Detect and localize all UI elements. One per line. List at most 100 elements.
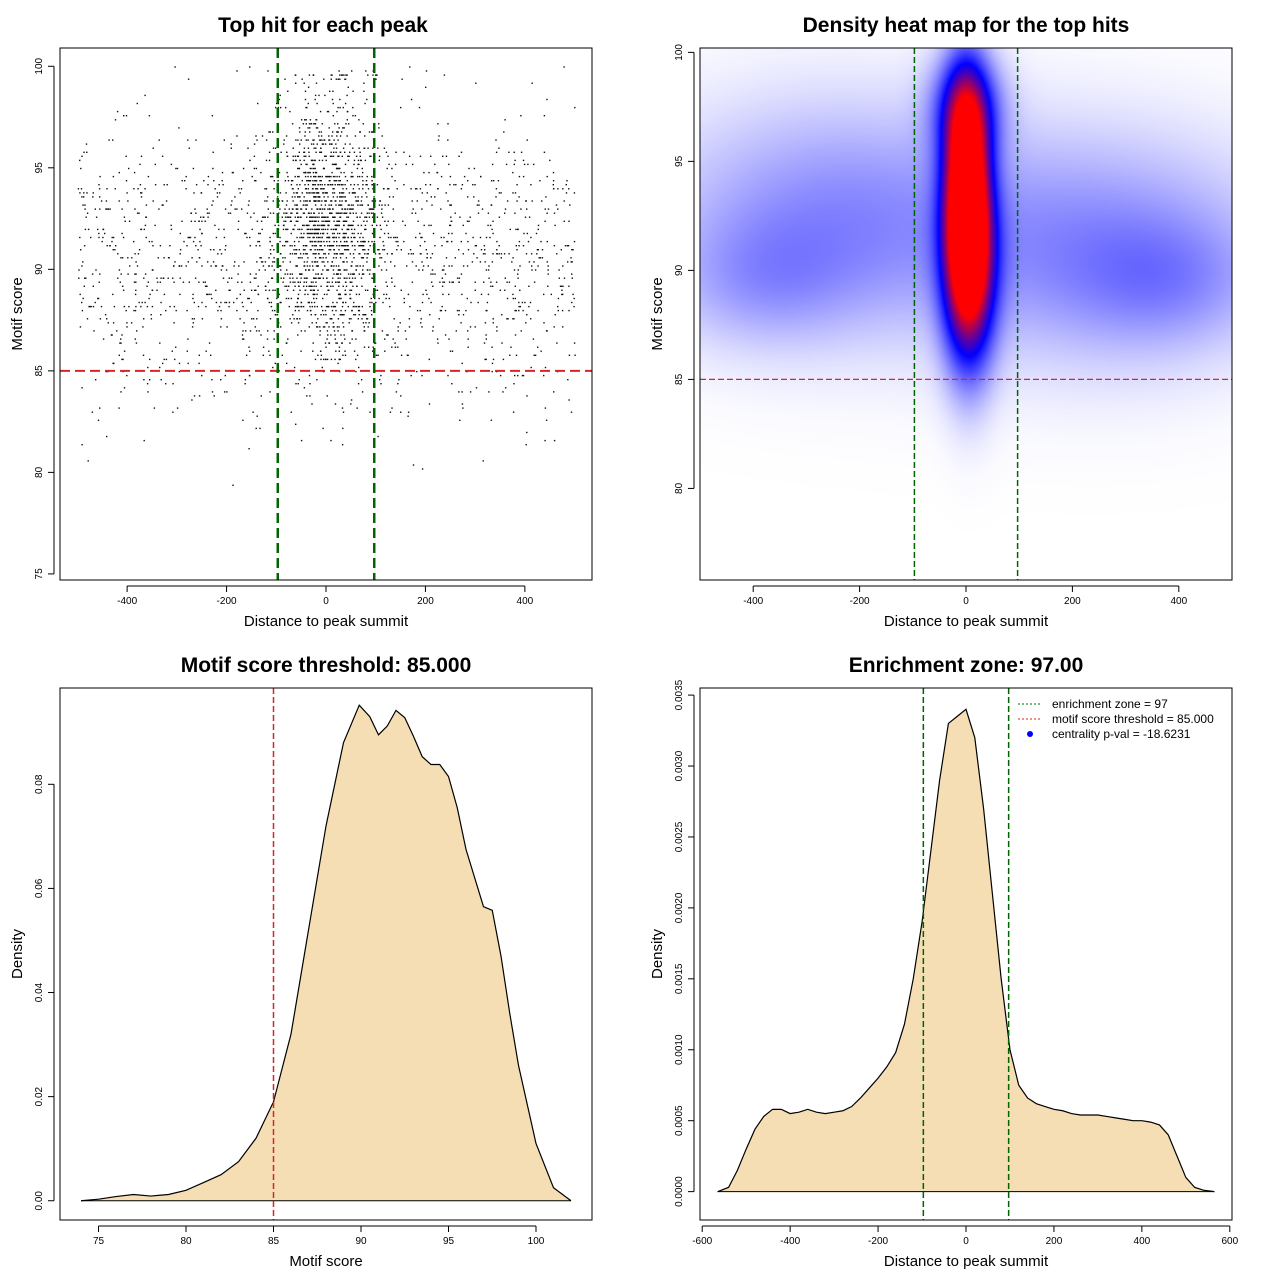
scatter-point <box>272 261 274 263</box>
scatter-point <box>344 220 347 222</box>
heatmap-x-tick-label: 0 <box>963 596 969 607</box>
scatter-point <box>342 245 345 247</box>
scatter-point <box>328 249 330 251</box>
scatter-point <box>256 261 258 263</box>
scatter-point <box>324 216 326 218</box>
scatter-point <box>105 208 108 210</box>
scatter-point <box>333 305 336 308</box>
scatter-point <box>358 163 360 166</box>
scatter-point <box>144 94 146 97</box>
scatter-point <box>354 249 356 251</box>
scatter-point <box>149 379 151 381</box>
scatter-point <box>513 383 515 385</box>
scatter-point <box>340 245 343 247</box>
distance-density-xlabel: Distance to peak summit <box>884 1253 1049 1270</box>
scatter-point <box>270 253 272 255</box>
scatter-point <box>554 314 556 316</box>
scatter-point <box>111 334 113 336</box>
scatter-point <box>313 167 315 170</box>
scatter-point <box>170 228 173 231</box>
scatter-point <box>236 309 238 312</box>
scatter-point <box>483 281 485 283</box>
scatter-title: Top hit for each peak <box>218 14 428 37</box>
scatter-point <box>239 192 241 194</box>
scatter-point <box>342 301 344 304</box>
scatter-point <box>438 135 440 137</box>
scatter-point <box>340 297 342 300</box>
scatter-point <box>347 216 350 218</box>
scatter-point <box>381 135 383 137</box>
scatter-point <box>165 309 167 312</box>
scatter-point <box>311 220 314 222</box>
scatter-point <box>346 180 348 182</box>
scatter-point <box>517 228 519 231</box>
scatter-point <box>333 253 336 255</box>
scatter-point <box>407 253 410 255</box>
heatmap-x-tick-label: -200 <box>850 596 870 607</box>
scatter-point <box>260 171 262 174</box>
scatter-point <box>460 273 463 275</box>
scatter-point <box>557 188 559 190</box>
scatter-point <box>363 314 365 316</box>
scatter-point <box>128 220 131 222</box>
scatter-point <box>412 253 414 255</box>
scatter-point <box>371 200 373 202</box>
scatter-point <box>333 249 335 251</box>
scatter-point <box>337 123 339 125</box>
scatter-point <box>410 374 412 377</box>
scatter-point <box>315 273 317 275</box>
scatter-point <box>409 66 411 68</box>
scatter-point <box>332 188 334 190</box>
scatter-point <box>316 305 318 308</box>
scatter-point <box>344 249 346 251</box>
scatter-point <box>400 106 402 109</box>
scatter-point <box>250 289 253 291</box>
scatter-point <box>521 374 524 377</box>
scatter-point <box>288 216 290 218</box>
scatter-point <box>325 200 327 202</box>
scatter-point <box>491 346 493 348</box>
scatter-point <box>343 269 345 271</box>
scatter-point <box>85 277 87 279</box>
scatter-point <box>470 301 472 304</box>
scatter-point <box>430 155 432 157</box>
heatmap-y-tick-label: 100 <box>674 44 685 61</box>
scatter-point <box>333 273 335 275</box>
scatter-point <box>339 204 342 206</box>
scatter-point <box>356 285 358 287</box>
scatter-point <box>351 192 354 194</box>
scatter-point <box>285 297 288 300</box>
scatter-point <box>326 285 329 287</box>
scatter-point <box>104 232 106 235</box>
scatter-point <box>229 289 231 291</box>
scatter-point <box>174 66 176 68</box>
scatter-point <box>387 220 389 222</box>
scatter-point <box>216 192 219 194</box>
scatter-point <box>339 135 342 137</box>
scatter-point <box>476 204 479 206</box>
scatter-point <box>522 175 525 178</box>
scatter-point <box>447 240 449 243</box>
scatter-point <box>361 285 363 287</box>
scatter-point <box>386 188 389 190</box>
scatter-point <box>311 167 313 170</box>
scatter-point <box>194 220 196 222</box>
scatter-point <box>179 253 181 255</box>
scatter-point <box>525 253 528 255</box>
scatter-point <box>313 245 315 247</box>
scatter-point <box>434 245 436 247</box>
scatter-point <box>527 163 529 166</box>
scatter-point <box>335 224 337 227</box>
scatter-point <box>259 245 261 247</box>
scatter-point <box>364 135 366 137</box>
scatter-point <box>408 155 411 157</box>
scatter-point <box>345 301 347 304</box>
scatter-point <box>330 228 332 231</box>
scatter-point <box>163 358 165 361</box>
scatter-point <box>526 431 528 434</box>
scatter-point <box>241 338 244 340</box>
scatter-point <box>443 265 445 267</box>
scatter-point <box>350 399 353 401</box>
scatter-point <box>303 159 305 162</box>
scatter-point <box>137 253 140 255</box>
